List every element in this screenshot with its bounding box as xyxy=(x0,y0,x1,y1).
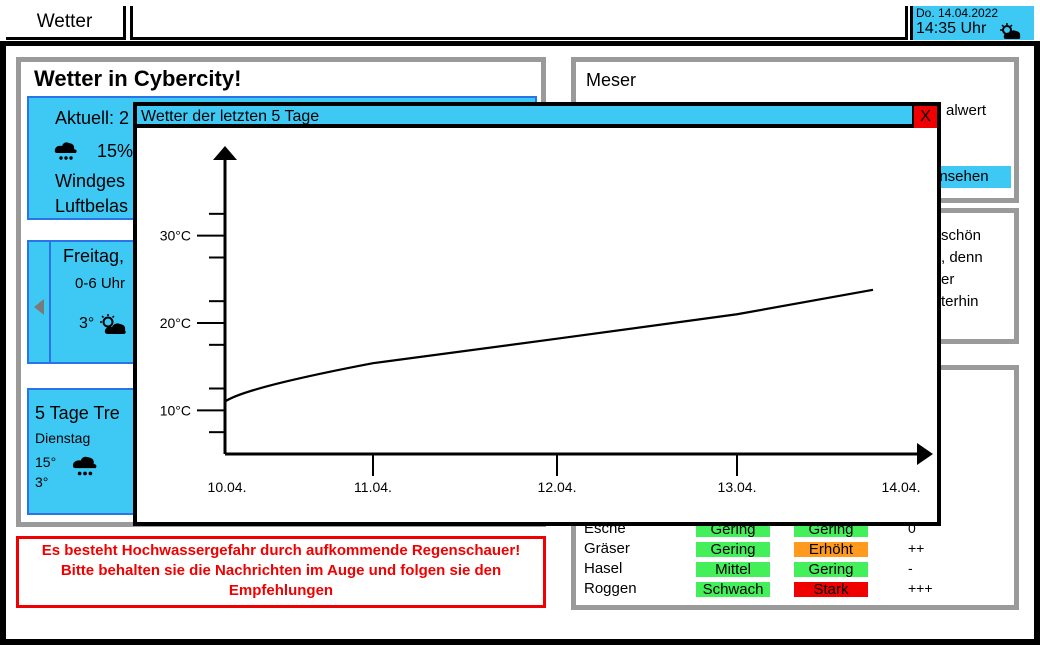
wind-label: Windges xyxy=(55,171,126,191)
forecast-slot: 0-6 Uhr xyxy=(75,275,126,292)
pollen-name: Hasel xyxy=(584,560,623,577)
trend-title: 5 Tage Tre xyxy=(35,403,120,423)
x-tick-label: 12.04. xyxy=(538,479,577,495)
forecast-temp: 3° xyxy=(79,315,95,332)
forecast-day: Freitag, xyxy=(63,246,125,266)
modal-title: Wetter der letzten 5 Tage xyxy=(141,108,320,125)
air-label: Luftbelas xyxy=(55,196,129,216)
meser-text: alwert xyxy=(946,102,987,119)
tab-wetter[interactable]: Wetter xyxy=(6,6,126,40)
temperature-chart: 10°C 20°C 30°C 10.04. 11.04. 12.04. 13.04. 14.0… xyxy=(160,146,933,495)
page-title: Wetter in Cybercity! xyxy=(34,66,242,91)
info-line: terhin xyxy=(941,293,979,310)
date-label: Do. 14.04.2022 xyxy=(916,6,999,20)
pollen-level-tomorrow: Gering xyxy=(794,562,868,577)
temperature-line xyxy=(224,288,874,403)
x-tick-label: 14.04. xyxy=(882,479,921,495)
y-tick-label: 20°C xyxy=(160,315,191,331)
pollen-trend: ++ xyxy=(908,540,925,556)
chevron-left-icon xyxy=(34,299,44,315)
info-line: er xyxy=(941,271,955,288)
prev-arrow-button[interactable] xyxy=(29,242,51,362)
rain-icon xyxy=(54,142,77,160)
flood-alert: Es besteht Hochwassergefahr durch aufkom… xyxy=(16,536,546,608)
pollen-level-tomorrow: Erhöht xyxy=(794,542,868,557)
pollen-level-tomorrow: Stark xyxy=(794,582,868,597)
chart-modal: Wetter der letzten 5 Tage X 10°C 20°C 30°C… xyxy=(133,102,941,526)
y-tick-label: 10°C xyxy=(160,402,191,418)
x-tick-label: 10.04. xyxy=(208,479,247,495)
pollen-level-today: Mittel xyxy=(696,562,770,577)
rain-probability: 15% xyxy=(97,141,134,161)
y-axis-arrow xyxy=(213,146,237,160)
pollen-trend: +++ xyxy=(908,580,933,596)
x-tick-label: 13.04. xyxy=(718,479,757,495)
time-label: 14:35 Uhr xyxy=(916,20,1031,39)
address-bar[interactable] xyxy=(130,6,908,40)
pollen-level-today: Gering xyxy=(696,542,770,557)
info-line: , denn xyxy=(941,249,983,266)
modal-titlebar: Wetter der letzten 5 Tage xyxy=(137,106,937,128)
trend-high: 15° xyxy=(35,454,57,470)
pollen-trend: - xyxy=(908,560,913,576)
partly-cloudy-icon xyxy=(1000,23,1021,39)
info-line: schön xyxy=(941,227,982,244)
close-button[interactable]: X xyxy=(912,106,937,128)
trend-day: Dienstag xyxy=(35,430,91,446)
y-tick-label: 30°C xyxy=(160,228,191,244)
view-button[interactable]: ansehen xyxy=(931,166,1011,188)
trend-low: 3° xyxy=(35,474,49,490)
info-text: schön , denn er terhin xyxy=(941,225,983,313)
pollen-name: Gräser xyxy=(584,540,630,557)
tab-label: Wetter xyxy=(36,10,93,32)
pollen-level-today: Schwach xyxy=(696,582,770,597)
pollen-trend: 0 xyxy=(908,520,916,536)
partly-cloudy-icon xyxy=(100,314,126,334)
pollen-name: Roggen xyxy=(584,580,637,597)
x-tick-label: 11.04. xyxy=(354,479,392,495)
rain-icon xyxy=(72,456,97,476)
x-axis-arrow xyxy=(917,443,933,465)
clock-widget: Do. 14.04.2022 14:35 Uhr xyxy=(910,6,1034,40)
current-label: Aktuell: 2 xyxy=(55,108,130,128)
meser-title: Meser xyxy=(586,70,637,90)
